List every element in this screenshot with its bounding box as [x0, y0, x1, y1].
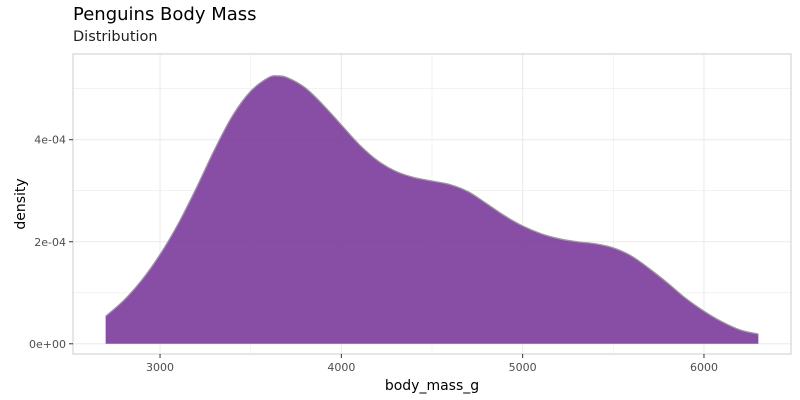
chart-subtitle: Distribution: [73, 29, 158, 45]
y-tick-label: 4e-04: [34, 134, 66, 147]
x-tick-label: 3000: [146, 361, 174, 374]
y-tick-label: 0e+00: [29, 338, 66, 351]
y-tick-label: 2e-04: [34, 236, 66, 249]
chart-title: Penguins Body Mass: [73, 4, 257, 25]
axis-ticks: 3000 4000 5000 6000 0e+00 2e-04 4e-04: [29, 134, 718, 374]
x-axis-title: body_mass_g: [385, 378, 479, 394]
density-outline: [105, 75, 759, 335]
x-tick-label: 5000: [509, 361, 537, 374]
x-tick-label: 4000: [327, 361, 355, 374]
y-axis-title: density: [13, 178, 29, 229]
x-tick-label: 6000: [690, 361, 718, 374]
density-area-layer: [105, 75, 759, 344]
density-area: [105, 75, 759, 344]
panel-border: [72, 53, 792, 355]
